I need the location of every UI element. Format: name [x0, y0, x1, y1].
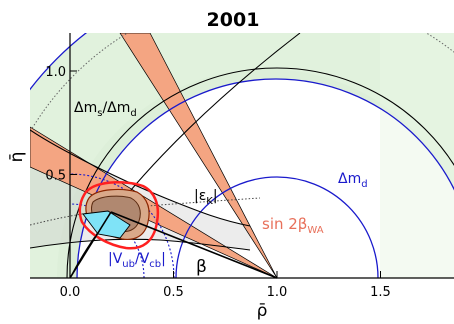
label-vub-vcb: |Vub/Vcb| [108, 251, 166, 270]
x-axis-label: ρ̄ [257, 301, 268, 321]
curve-to-top [69, 33, 301, 278]
x-tick-label: 0.0 [60, 285, 81, 300]
x-tick-label: 1.5 [370, 285, 391, 300]
axes [30, 33, 454, 279]
unitarity-triangle [69, 211, 278, 279]
dmd-small-circle [175, 176, 379, 278]
epsk-curve-upper [30, 129, 251, 227]
fit-contour-outer [78, 181, 160, 250]
label-sin2b: sin 2βWA [262, 215, 324, 236]
label-dmd: Δmd [338, 171, 368, 190]
x-tick-label: 0.5 [163, 285, 184, 300]
triangle-side-right [110, 211, 278, 279]
dms-excluded-region [30, 33, 454, 278]
y-tick-label: 1.0 [45, 65, 66, 80]
axis-ticks [69, 70, 381, 278]
plot-area [30, 33, 454, 278]
light-band-right [380, 33, 454, 278]
x-tick-label: 1.0 [267, 285, 288, 300]
dms-ratio-circle [66, 67, 454, 278]
vub-inner-circle [69, 203, 145, 278]
y-axis-label: η̄ [7, 152, 27, 163]
y-tick-label: 0.5 [45, 169, 66, 184]
chart-title: 2001 [207, 9, 260, 31]
label-beta-angle: β [196, 257, 207, 277]
label-epsk: |εK| [194, 188, 218, 207]
label-dms-dmd: Δms/Δmd [74, 100, 137, 119]
fit-core-region [82, 210, 131, 239]
sin2b-upper-wedge [119, 33, 278, 278]
triangle-side-left [69, 211, 112, 279]
